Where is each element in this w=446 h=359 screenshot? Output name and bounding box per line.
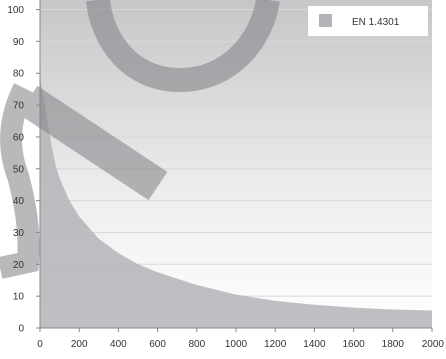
x-tick-label: 2000 [422, 339, 445, 350]
x-tick-label: 200 [71, 339, 88, 350]
watermark-bracket [0, 83, 40, 279]
series-layer [40, 76, 432, 328]
y-tick-label: 100 [7, 5, 24, 16]
x-tick-label: 1600 [342, 339, 365, 350]
x-tick-label: 0 [37, 339, 43, 350]
y-tick-label: 50 [13, 164, 25, 175]
watermark-arc [86, 0, 280, 93]
x-tick-label: 1000 [225, 339, 248, 350]
y-tick-label: 80 [13, 69, 25, 80]
y-tick-label: 40 [13, 196, 25, 207]
y-axis-ticks: 0 10 20 30 40 50 60 70 80 90 100 [7, 5, 40, 335]
x-tick-label: 400 [110, 339, 127, 350]
y-tick-label: 10 [13, 292, 25, 303]
y-tick-label: 60 [13, 132, 25, 143]
x-tick-label: 1800 [382, 339, 405, 350]
x-axis-ticks: 0 200 400 600 800 1000 1200 1400 1600 1800 2000 [37, 328, 444, 350]
legend-label: EN 1.4301 [352, 17, 400, 28]
x-tick-label: 600 [149, 339, 166, 350]
y-tick-label: 20 [13, 260, 25, 271]
x-tick-label: 800 [188, 339, 205, 350]
legend: EN 1.4301 [308, 6, 428, 36]
y-tick-label: 30 [13, 228, 25, 239]
watermark-logo [0, 0, 280, 279]
y-tick-label: 0 [18, 324, 24, 335]
watermark-bar [18, 85, 168, 201]
x-tick-label: 1200 [264, 339, 287, 350]
y-tick-label: 70 [13, 101, 25, 112]
series-area [40, 76, 432, 328]
y-tick-label: 90 [13, 37, 25, 48]
legend-swatch [319, 14, 332, 27]
x-tick-label: 1400 [303, 339, 326, 350]
